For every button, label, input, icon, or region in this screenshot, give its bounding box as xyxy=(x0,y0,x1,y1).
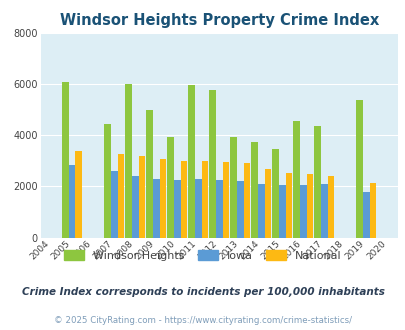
Bar xyxy=(117,154,124,238)
Bar xyxy=(292,121,299,238)
Bar xyxy=(327,177,334,238)
Bar xyxy=(132,176,138,238)
Bar xyxy=(222,162,229,238)
Bar xyxy=(188,85,194,238)
Bar xyxy=(320,184,327,238)
Bar xyxy=(313,126,320,238)
Bar xyxy=(146,110,152,238)
Bar xyxy=(159,159,166,238)
Bar xyxy=(362,192,369,238)
Bar xyxy=(251,142,257,238)
Legend: Windsor Heights, Iowa, National: Windsor Heights, Iowa, National xyxy=(61,247,344,264)
Bar xyxy=(167,137,173,238)
Bar xyxy=(111,171,117,238)
Text: Crime Index corresponds to incidents per 100,000 inhabitants: Crime Index corresponds to incidents per… xyxy=(21,287,384,297)
Text: © 2025 CityRating.com - https://www.cityrating.com/crime-statistics/: © 2025 CityRating.com - https://www.city… xyxy=(54,315,351,325)
Bar xyxy=(138,156,145,238)
Bar xyxy=(104,124,111,238)
Title: Windsor Heights Property Crime Index: Windsor Heights Property Crime Index xyxy=(60,13,378,28)
Bar xyxy=(62,82,68,238)
Bar xyxy=(68,165,75,238)
Bar xyxy=(180,161,187,238)
Bar xyxy=(173,180,180,238)
Bar xyxy=(299,185,306,238)
Bar xyxy=(271,149,278,238)
Bar xyxy=(201,161,208,238)
Bar xyxy=(75,150,82,238)
Bar xyxy=(243,163,250,238)
Bar xyxy=(236,181,243,238)
Bar xyxy=(230,137,236,238)
Bar xyxy=(209,90,215,238)
Bar xyxy=(306,174,313,238)
Bar xyxy=(278,185,285,238)
Bar xyxy=(264,169,271,238)
Bar xyxy=(152,179,159,238)
Bar xyxy=(257,184,264,238)
Bar xyxy=(285,173,292,238)
Bar xyxy=(125,83,132,238)
Bar xyxy=(369,183,375,238)
Bar xyxy=(356,100,362,238)
Bar xyxy=(194,179,201,238)
Bar xyxy=(215,180,222,238)
